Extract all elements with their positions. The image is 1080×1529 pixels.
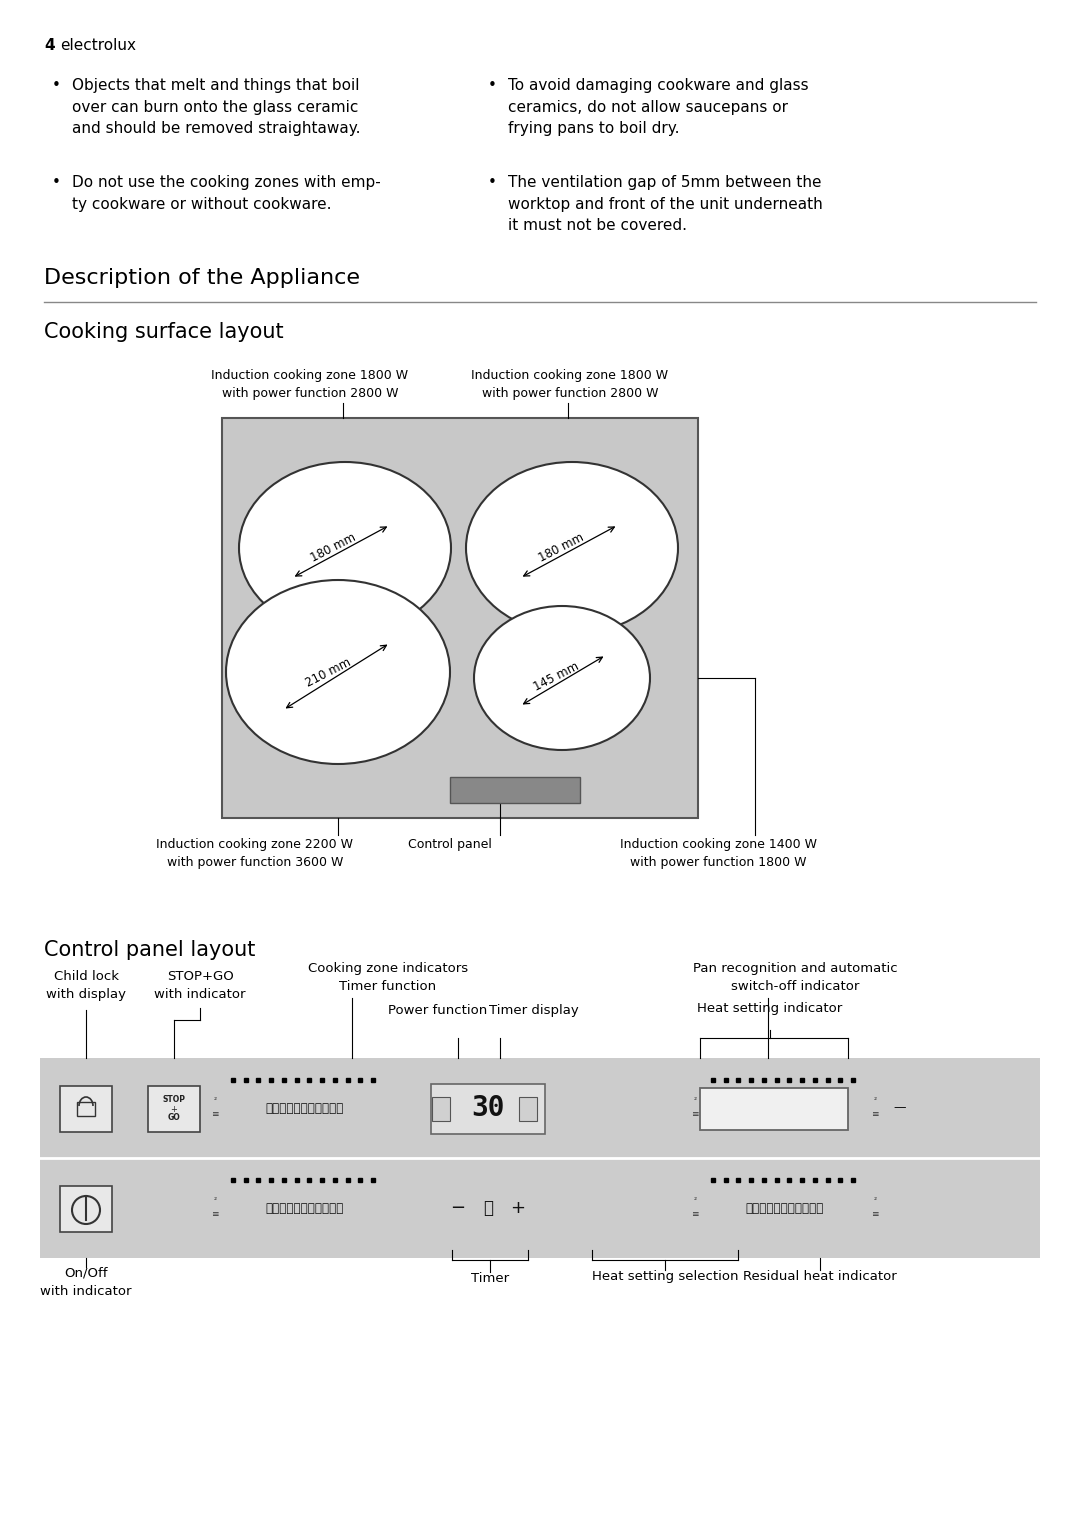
Bar: [148, 1086, 200, 1131]
Text: ≡: ≡: [212, 1211, 219, 1220]
Text: +: +: [511, 1199, 526, 1217]
Text: Induction cooking zone 1800 W
with power function 2800 W: Induction cooking zone 1800 W with power…: [212, 368, 408, 401]
Bar: [222, 417, 698, 818]
Text: Pan recognition and automatic
switch-off indicator: Pan recognition and automatic switch-off…: [692, 962, 897, 992]
Text: ²: ²: [693, 1196, 697, 1205]
Text: 4: 4: [44, 38, 55, 54]
Bar: [60, 1187, 112, 1232]
Text: ≡: ≡: [872, 1211, 879, 1220]
Text: 180 mm: 180 mm: [308, 531, 357, 564]
Bar: [519, 1096, 537, 1121]
Text: ²: ²: [214, 1196, 217, 1205]
Text: ⏱: ⏱: [483, 1199, 492, 1217]
Bar: [60, 1086, 112, 1131]
Bar: [450, 777, 580, 803]
Text: ⓪①②③④⑤⑥⑦⑧⑨Ⓑ: ⓪①②③④⑤⑥⑦⑧⑨Ⓑ: [746, 1101, 824, 1115]
Text: GO: GO: [167, 1113, 180, 1121]
Text: 180 mm: 180 mm: [536, 531, 585, 564]
Text: •: •: [488, 78, 497, 93]
Text: •: •: [488, 174, 497, 190]
Text: Cooking surface layout: Cooking surface layout: [44, 323, 284, 342]
Text: Cooking zone indicators
Timer function: Cooking zone indicators Timer function: [308, 962, 468, 992]
Text: •: •: [52, 78, 60, 93]
Text: Control panel layout: Control panel layout: [44, 940, 255, 960]
Text: −: −: [450, 1199, 465, 1217]
Text: Description of the Appliance: Description of the Appliance: [44, 268, 360, 287]
Ellipse shape: [226, 579, 450, 764]
Text: •: •: [52, 174, 60, 190]
Ellipse shape: [465, 462, 678, 635]
Text: 210 mm: 210 mm: [303, 656, 353, 690]
Bar: [77, 1102, 95, 1116]
Text: Timer: Timer: [471, 1272, 509, 1284]
Text: To avoid damaging cookware and glass
ceramics, do not allow saucepans or
frying : To avoid damaging cookware and glass cer…: [508, 78, 809, 136]
Bar: [432, 1096, 450, 1121]
Text: Control panel: Control panel: [408, 838, 491, 852]
Text: Induction cooking zone 1800 W
with power function 2800 W: Induction cooking zone 1800 W with power…: [472, 368, 669, 401]
Text: The ventilation gap of 5mm between the
worktop and front of the unit underneath
: The ventilation gap of 5mm between the w…: [508, 174, 823, 234]
Text: ²: ²: [874, 1196, 877, 1205]
Bar: [40, 1058, 1040, 1258]
Ellipse shape: [474, 605, 650, 751]
Text: —: —: [894, 1101, 906, 1115]
Text: 30: 30: [471, 1095, 504, 1122]
Text: +: +: [171, 1104, 177, 1113]
Text: ²: ²: [214, 1095, 217, 1104]
Text: Induction cooking zone 1400 W
with power function 1800 W: Induction cooking zone 1400 W with power…: [620, 838, 816, 868]
Text: STOP+GO
with indicator: STOP+GO with indicator: [154, 969, 246, 1001]
Text: Induction cooking zone 2200 W
with power function 3600 W: Induction cooking zone 2200 W with power…: [157, 838, 353, 868]
Text: ²: ²: [874, 1095, 877, 1104]
Text: ≡: ≡: [212, 1110, 219, 1119]
Bar: [700, 1089, 848, 1130]
Text: ≡: ≡: [691, 1110, 699, 1119]
Text: Objects that melt and things that boil
over can burn onto the glass ceramic
and : Objects that melt and things that boil o…: [72, 78, 361, 136]
Ellipse shape: [239, 462, 451, 635]
Text: STOP: STOP: [162, 1095, 186, 1104]
Text: ⓪①②③④⑤⑥⑦⑧⑨Ⓑ: ⓪①②③④⑤⑥⑦⑧⑨Ⓑ: [266, 1101, 345, 1115]
Text: electrolux: electrolux: [60, 38, 136, 54]
Text: Power function: Power function: [389, 1005, 488, 1017]
Text: ≡: ≡: [872, 1110, 879, 1119]
Text: Timer display: Timer display: [489, 1005, 579, 1017]
Text: Heat setting indicator: Heat setting indicator: [698, 1001, 842, 1015]
Text: ⓪①②③④⑤⑥⑦⑧⑨Ⓑ: ⓪①②③④⑤⑥⑦⑧⑨Ⓑ: [746, 1202, 824, 1214]
Text: ⓪①②③④⑤⑥⑦⑧⑨Ⓑ: ⓪①②③④⑤⑥⑦⑧⑨Ⓑ: [266, 1202, 345, 1214]
Text: Do not use the cooking zones with emp-
ty cookware or without cookware.: Do not use the cooking zones with emp- t…: [72, 174, 381, 211]
Text: 145 mm: 145 mm: [531, 661, 581, 694]
Bar: [431, 1084, 545, 1135]
Text: ≡: ≡: [691, 1211, 699, 1220]
Text: Residual heat indicator: Residual heat indicator: [743, 1271, 896, 1283]
Text: Heat setting selection: Heat setting selection: [592, 1271, 739, 1283]
Text: Child lock
with display: Child lock with display: [46, 969, 126, 1001]
Text: On/Off
with indicator: On/Off with indicator: [40, 1268, 132, 1298]
Text: ²: ²: [693, 1095, 697, 1104]
